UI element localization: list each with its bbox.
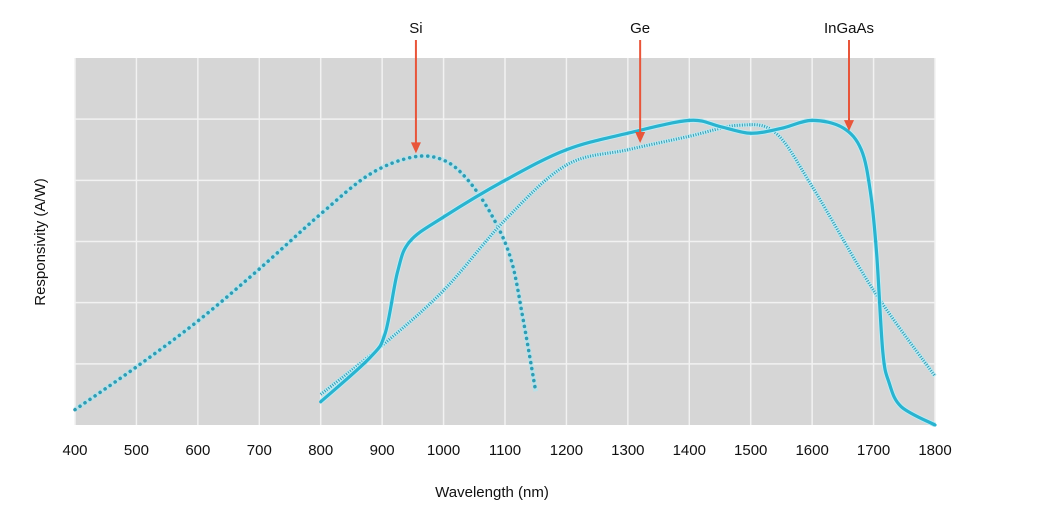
- series-ingaas-label: InGaAs: [824, 20, 874, 37]
- series-ge-label: Ge: [630, 20, 650, 37]
- x-tick-label: 1600: [795, 442, 828, 459]
- x-tick-label: 1400: [673, 442, 706, 459]
- series-ge-arrow-head: [635, 132, 646, 144]
- x-tick-label: 500: [124, 442, 149, 459]
- x-tick-label: 400: [62, 442, 87, 459]
- series-si-label: Si: [409, 20, 422, 37]
- x-tick-label: 1500: [734, 442, 767, 459]
- x-tick-labels: 400 500 600 700 800 900 1000 1100 1200 1300 1400 15…: [62, 442, 951, 459]
- x-tick-label: 800: [308, 442, 333, 459]
- x-axis-label: Wavelength (nm): [435, 484, 549, 501]
- x-tick-label: 1300: [611, 442, 644, 459]
- x-tick-label: 1700: [857, 442, 890, 459]
- y-axis-label: Responsivity (A/W): [32, 178, 49, 306]
- grid: [74, 58, 936, 425]
- series-ingaas-arrow-head: [844, 120, 854, 132]
- annotation-arrows: Si Ge InGaAs: [409, 20, 874, 154]
- x-tick-label: 1200: [550, 442, 583, 459]
- x-tick-label: 1800: [918, 442, 951, 459]
- x-tick-label: 600: [185, 442, 210, 459]
- series-ge-line: [319, 123, 937, 396]
- series-ingaas-line: [319, 118, 937, 427]
- x-tick-label: 1100: [489, 442, 521, 459]
- x-tick-label: 1000: [427, 442, 460, 459]
- series-si-arrow-head: [410, 142, 421, 154]
- series-si-line: [73, 154, 538, 412]
- x-tick-label: 900: [370, 442, 395, 459]
- x-tick-label: 700: [247, 442, 272, 459]
- series-group: [73, 117, 937, 428]
